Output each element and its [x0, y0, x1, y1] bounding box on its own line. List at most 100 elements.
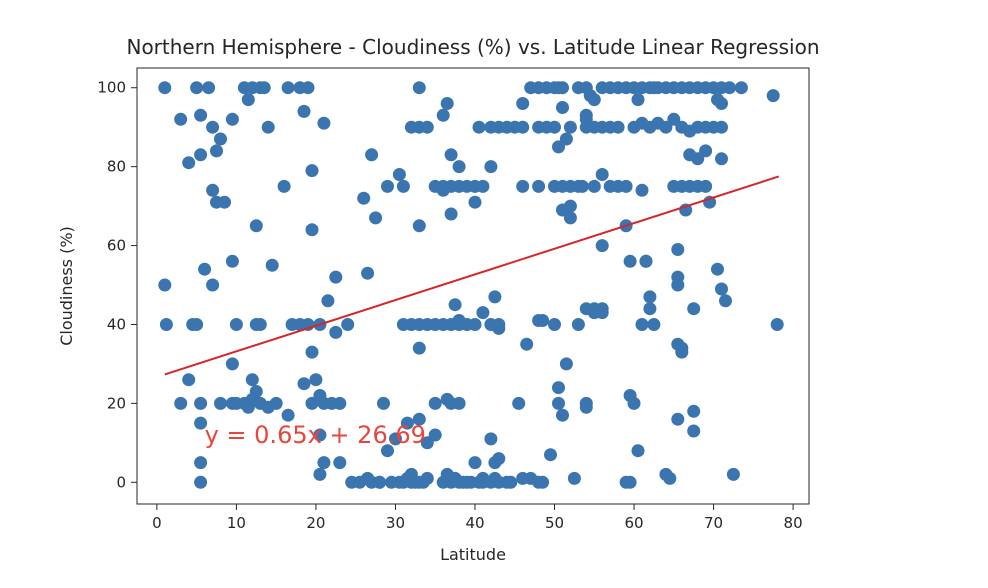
data-point: [257, 81, 271, 95]
data-point: [313, 428, 327, 442]
data-point: [389, 432, 402, 446]
data-point: [452, 160, 466, 174]
data-point: [671, 243, 685, 256]
data-point: [512, 396, 526, 410]
data-point: [715, 120, 728, 134]
data-point: [675, 345, 689, 359]
data-point: [194, 456, 208, 470]
data-point: [635, 318, 649, 331]
data-point: [611, 120, 625, 134]
data-point: [472, 120, 486, 134]
data-point: [444, 148, 458, 162]
data-point: [194, 108, 208, 122]
data-point: [484, 432, 498, 446]
data-point: [476, 179, 490, 193]
data-point: [381, 179, 394, 193]
data-point: [229, 318, 243, 331]
data-point: [563, 120, 577, 134]
data-point: [428, 396, 442, 410]
data-point: [659, 120, 673, 134]
data-point: [631, 93, 645, 107]
data-point: [281, 408, 295, 422]
data-point: [249, 385, 263, 398]
data-point: [687, 424, 701, 438]
data-point: [687, 404, 701, 418]
y-tick-label: 100: [97, 79, 126, 97]
data-point: [377, 396, 390, 410]
data-point: [567, 471, 581, 485]
data-point: [548, 120, 561, 134]
data-point: [484, 160, 498, 174]
data-point: [643, 302, 657, 316]
data-point: [619, 475, 633, 489]
data-point: [206, 120, 220, 134]
data-point: [210, 144, 223, 158]
data-point: [241, 93, 255, 107]
data-point: [595, 302, 609, 316]
data-point: [552, 396, 565, 410]
data-point: [412, 412, 426, 426]
data-point: [556, 203, 569, 217]
data-point: [476, 306, 490, 320]
y-tick-label: 80: [107, 158, 126, 176]
data-point: [305, 396, 319, 410]
data-point: [552, 140, 565, 154]
data-point: [516, 179, 530, 193]
y-tick-label: 40: [107, 315, 126, 333]
data-point: [663, 471, 677, 485]
data-point: [357, 191, 371, 205]
data-point: [198, 262, 212, 276]
x-tick-label: 80: [784, 514, 803, 532]
data-point: [643, 290, 657, 304]
data-point: [265, 258, 279, 272]
data-point: [587, 179, 601, 193]
data-point: [317, 116, 331, 130]
data-point: [536, 314, 550, 327]
data-point: [420, 120, 434, 134]
data-point: [361, 266, 375, 280]
regression-equation: y = 0.65x + 26.69: [205, 421, 426, 449]
data-point: [436, 108, 450, 122]
data-point: [734, 81, 748, 95]
x-tick-label: 60: [624, 514, 643, 532]
data-point: [297, 104, 311, 118]
data-point: [305, 345, 319, 359]
y-tick-label: 20: [107, 394, 126, 412]
data-point: [552, 381, 565, 395]
data-point: [619, 179, 633, 193]
data-point: [444, 207, 458, 221]
data-point: [297, 377, 311, 391]
data-point: [365, 148, 379, 162]
data-point: [420, 436, 434, 450]
data-point: [392, 168, 406, 181]
x-tick-label: 20: [306, 514, 325, 532]
data-point: [305, 223, 319, 237]
axes: 0 10 20 30 40 50 60 70 80 0 20 40 60 80 100: [97, 79, 802, 532]
data-point: [194, 416, 208, 430]
data-point: [631, 444, 645, 458]
data-point: [396, 179, 410, 193]
data-point: [174, 396, 188, 410]
data-point: [158, 81, 172, 95]
data-point: [190, 318, 204, 331]
data-point: [225, 357, 239, 371]
data-point: [556, 81, 569, 95]
data-point: [225, 112, 239, 126]
data-point: [174, 112, 188, 126]
data-point: [671, 278, 685, 292]
data-point: [639, 254, 653, 268]
data-point: [225, 254, 239, 268]
data-point: [194, 475, 208, 489]
data-point: [488, 290, 502, 304]
data-point: [587, 93, 601, 107]
data-point: [595, 239, 609, 253]
data-point: [556, 408, 569, 422]
data-point: [516, 471, 530, 485]
data-point: [559, 132, 573, 146]
data-point: [329, 270, 343, 284]
data-point: [301, 81, 315, 95]
data-points: [158, 81, 784, 489]
data-point: [452, 396, 466, 410]
data-point: [416, 475, 430, 489]
data-point: [317, 456, 331, 470]
